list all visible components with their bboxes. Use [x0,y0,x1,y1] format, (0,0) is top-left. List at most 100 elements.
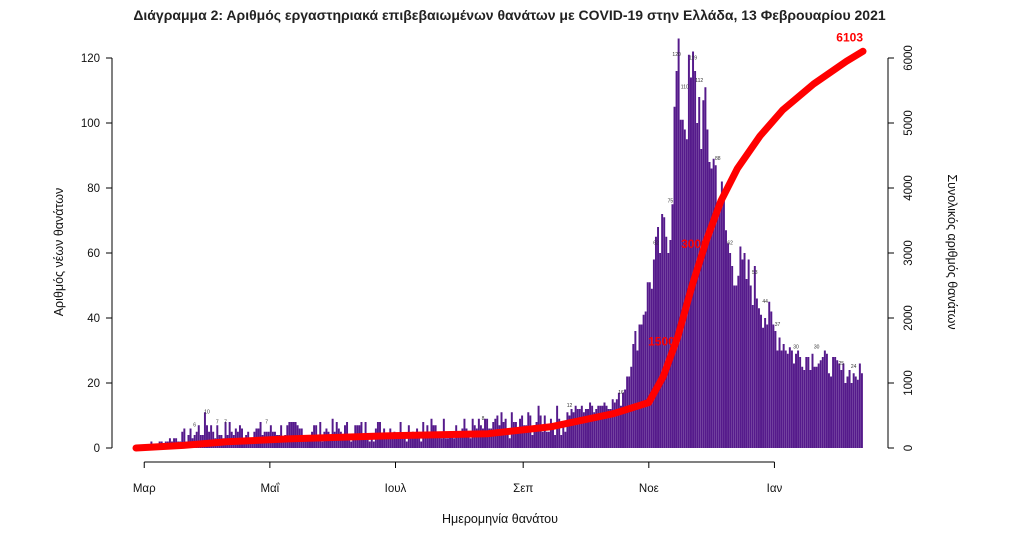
daily-bar [815,366,818,448]
daily-bar [657,227,660,448]
right-axis-tick-label: 6000 [903,45,915,71]
daily-bar [840,370,843,448]
daily-bar [562,422,565,448]
bar-value-label: 30 [793,345,799,351]
cumulative-deaths-line [132,47,867,452]
bar-value-label: 6 [193,423,196,429]
daily-bar [795,353,797,448]
daily-bar [622,392,624,448]
daily-bar [372,441,375,448]
right-axis-tick-label: 0 [903,445,915,451]
daily-bar [768,301,771,448]
daily-bar [593,412,596,448]
daily-bar [846,376,849,448]
daily-bar [238,425,241,448]
daily-bar [654,236,657,448]
daily-bar [401,438,404,448]
bar-value-label: 88 [715,156,721,162]
daily-bar [420,441,423,448]
daily-bar [203,412,206,448]
bar-value-label: 10 [204,410,210,416]
daily-bar [819,360,822,448]
daily-bar [799,357,802,448]
daily-bar [414,438,416,448]
daily-bar [438,431,441,448]
daily-bar [352,438,355,448]
daily-bar [727,243,730,448]
daily-bar [348,435,351,448]
daily-bar [751,305,754,448]
daily-bar [292,422,295,448]
daily-bar [825,353,828,448]
bar-value-label: 16 [618,390,624,396]
daily-bar [807,357,810,448]
daily-bar [858,363,861,448]
daily-bar [716,210,719,448]
daily-bar [665,236,668,448]
daily-bar [632,344,635,448]
daily-bar [854,376,857,448]
x-axis-tick-label: Μαΐ [260,483,280,495]
cumulative-line-group [132,47,867,452]
daily-bar [446,438,449,448]
daily-bar [409,438,412,448]
bar-value-label: 112 [695,78,703,84]
daily-bar [661,214,664,448]
daily-bar [403,438,406,448]
daily-bar [617,392,620,448]
x-axis: Μαρ Μαΐ Ιουλ Σεπ Νοε Ιαν [133,461,782,495]
daily-bar [488,428,491,448]
bar-value-label: 62 [653,241,659,247]
daily-bar [706,129,709,448]
daily-bar [817,363,820,448]
daily-bar [642,314,645,448]
daily-bar [745,279,748,448]
daily-bar [370,438,373,448]
daily-bar [790,350,793,448]
daily-bar [183,428,186,448]
daily-bar [805,357,808,448]
daily-bar [786,353,789,448]
daily-bar [570,409,573,448]
daily-bar [424,431,427,448]
daily-bar [453,438,456,448]
daily-bar [428,431,431,448]
daily-bar [362,435,365,448]
daily-bar [224,422,227,448]
daily-bar [714,165,717,448]
bar-value-label: 12 [567,403,573,409]
daily-bar [554,435,557,448]
daily-bar [576,409,579,448]
bar-value-label: 30 [814,345,820,351]
daily-bar [733,285,736,448]
daily-bar [444,438,447,448]
daily-bar [605,405,608,448]
daily-bar [481,428,484,448]
daily-bar [572,412,575,448]
daily-bar [702,100,705,448]
daily-bar [694,71,697,448]
daily-bar [792,363,795,448]
right-axis-tick-label: 4000 [903,175,915,201]
daily-bar [650,288,653,448]
daily-bar [679,119,682,448]
cumulative-annotation: 3000 [681,237,708,251]
daily-bar [720,181,723,448]
left-axis-tick-label: 40 [87,313,100,325]
daily-bar [675,71,678,448]
daily-bar [564,431,567,448]
daily-bar [195,431,198,448]
daily-bar [216,425,219,448]
daily-bar [667,253,670,448]
daily-bar [823,350,826,448]
daily-bar [584,409,587,448]
daily-bar [607,409,610,448]
daily-bar [366,438,369,448]
daily-bar [206,425,208,448]
daily-bar [652,259,655,448]
daily-bar [385,438,388,448]
daily-bar [449,435,451,448]
cumulative-annotation: 6103 [836,30,863,44]
daily-bar [603,402,606,448]
